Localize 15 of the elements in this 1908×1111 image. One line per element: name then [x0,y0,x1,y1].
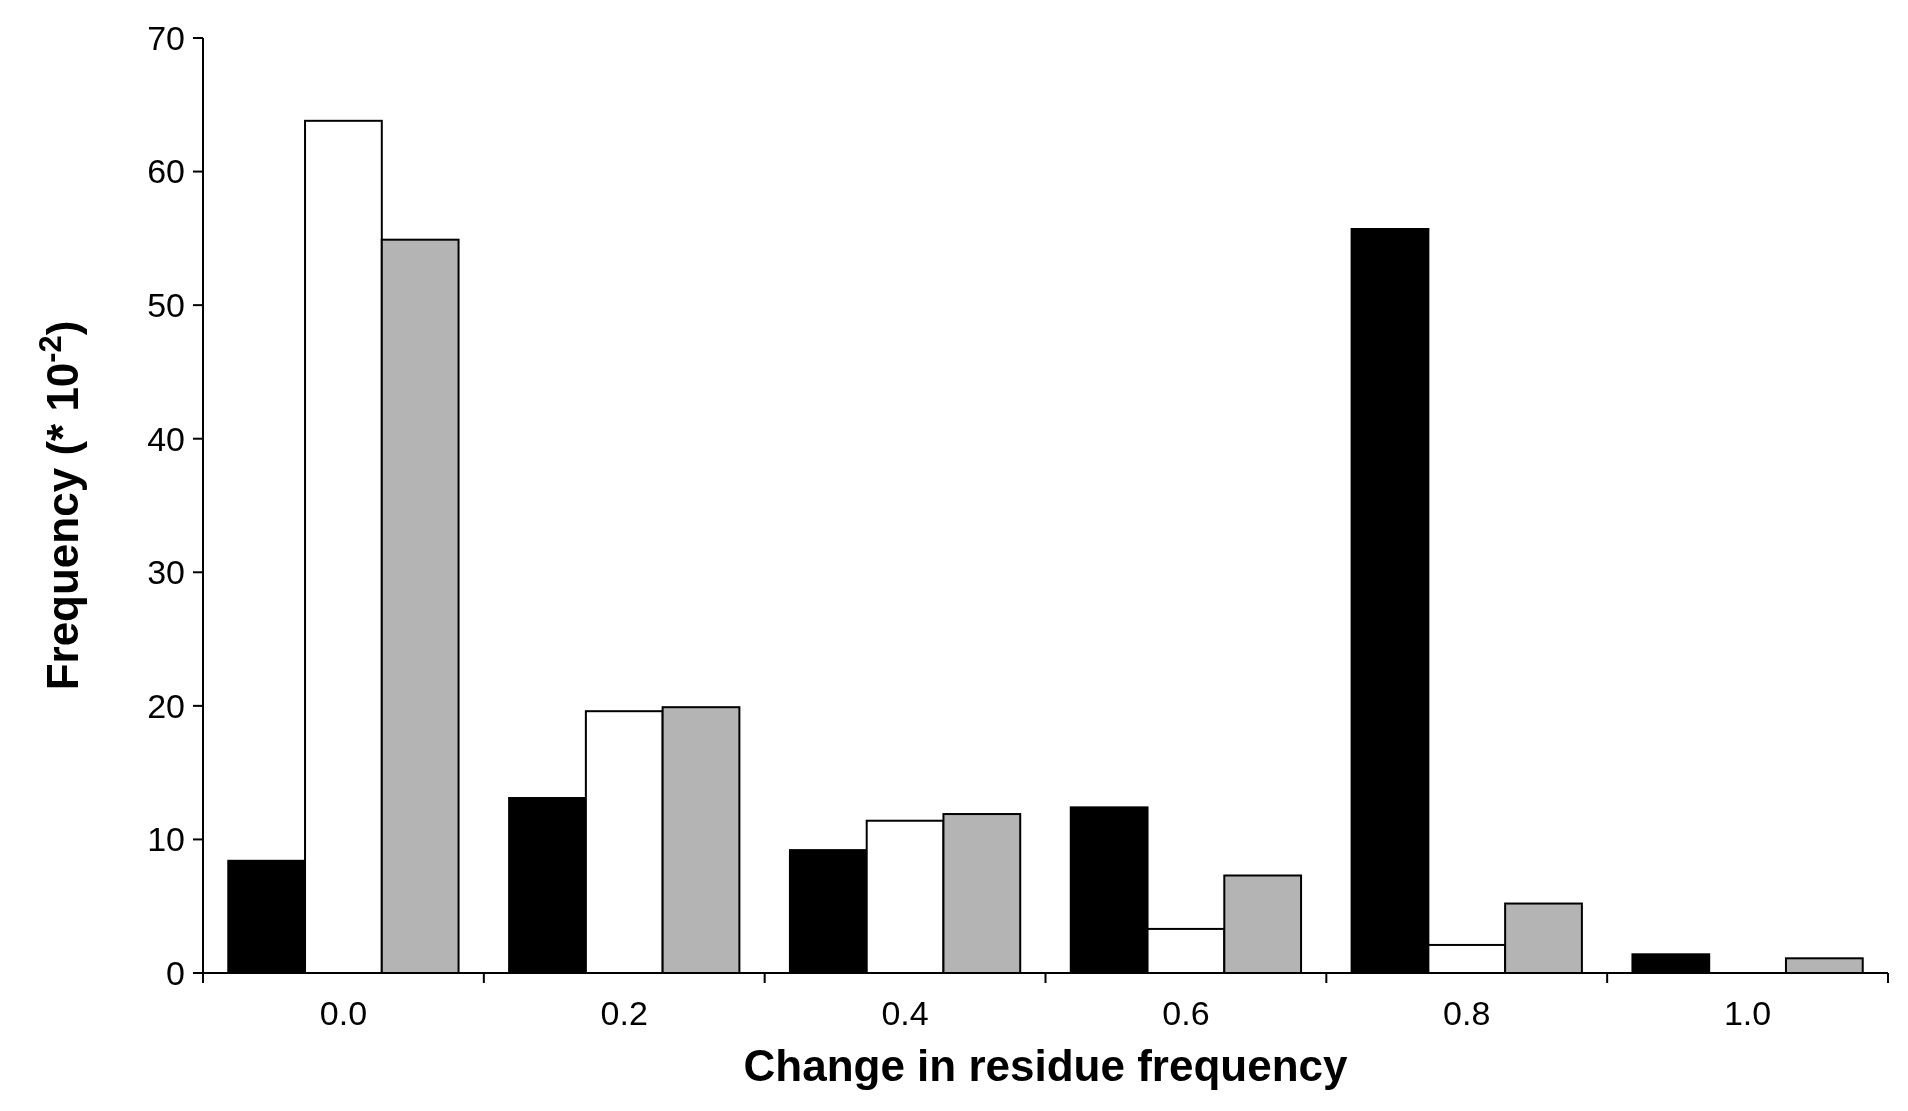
y-tick-label: 70 [147,18,185,57]
x-axis-title: Change in residue frequency [743,1041,1348,1090]
y-tick-label: 50 [147,286,185,325]
x-tick-label: 0.6 [1162,994,1210,1032]
x-tick-label: 1.0 [1723,994,1772,1032]
y-tick-label: 60 [147,152,185,191]
x-tick-label: 0.0 [319,994,368,1032]
y-tick-label: 20 [147,686,185,725]
y-tick-label: 40 [147,419,185,458]
x-tick-label: 0.2 [600,994,648,1032]
x-tick-label: 0.8 [1443,994,1491,1032]
x-tick-label: 0.4 [881,994,929,1032]
y-tick-label: 0 [166,953,185,992]
y-tick-label: 10 [147,820,185,859]
y-tick-label: 30 [147,553,185,592]
